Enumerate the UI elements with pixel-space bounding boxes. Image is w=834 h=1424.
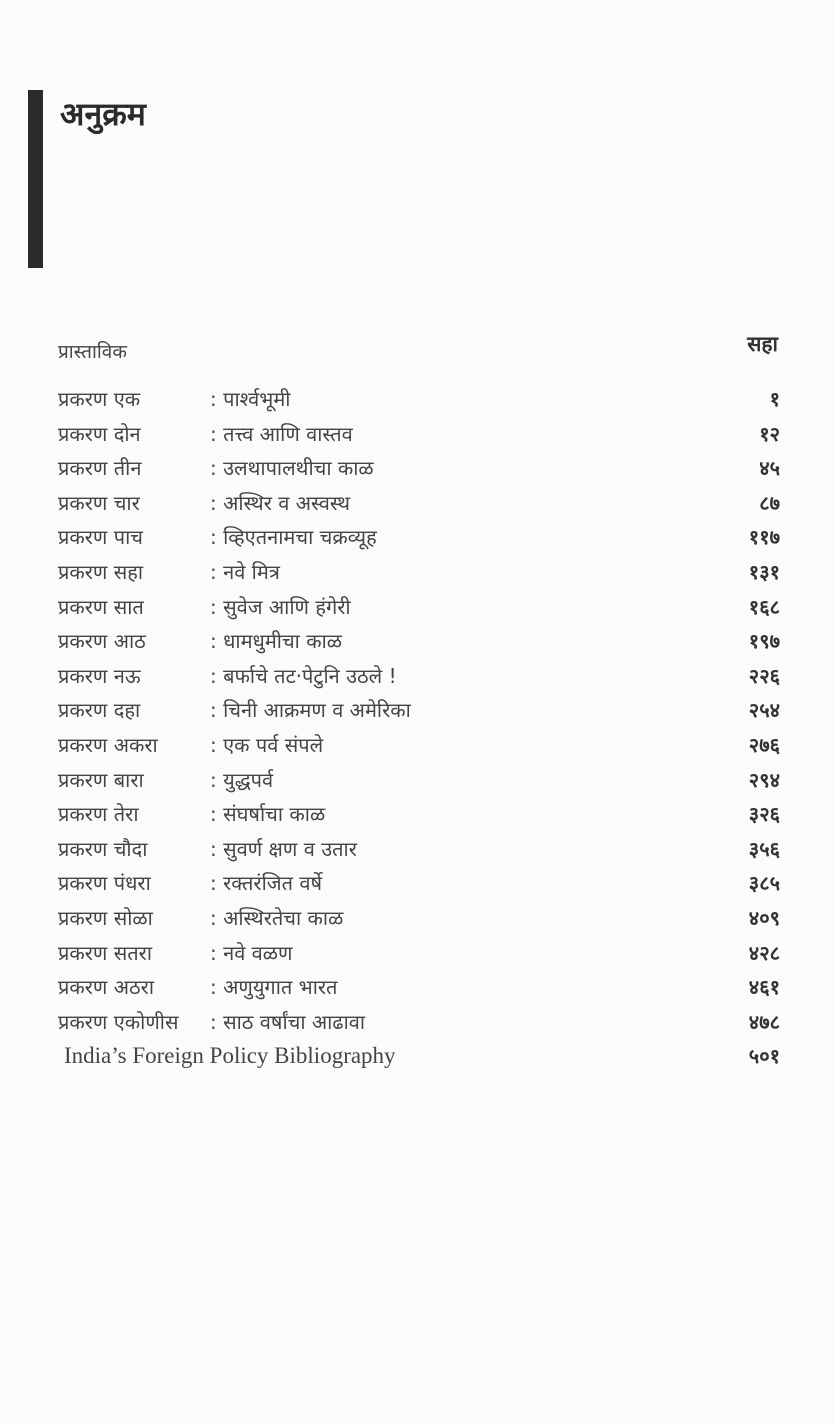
chapter-page: ४५ — [759, 456, 780, 481]
toc-row: प्रकरण पाच : व्हिएतनामचा चक्रव्यूह ११७ — [58, 520, 780, 555]
toc-intro-label: प्रास्ताविक — [58, 341, 127, 363]
page-title: अनुक्रम — [60, 95, 146, 133]
chapter-title: : बर्फाचे तट·पेटुनि उठले ! — [210, 663, 397, 688]
chapter-page: ४२८ — [748, 940, 780, 965]
toc-row: प्रकरण दहा : चिनी आक्रमण व अमेरिका २५४ — [58, 693, 780, 728]
toc-row-bibliography: India’s Foreign Policy Bibliography ५०१ — [58, 1039, 780, 1074]
toc-row: प्रकरण अकरा : एक पर्व संपले २७६ — [58, 728, 780, 763]
toc-row: प्रकरण पंधरा : रक्तरंजित वर्षे ३८५ — [58, 866, 780, 901]
chapter-label: प्रकरण सोळा — [58, 905, 153, 930]
chapter-title: : सुवेज आणि हंगेरी — [210, 594, 351, 619]
chapter-page: ३५६ — [748, 836, 780, 861]
chapter-page: ४७८ — [748, 1009, 780, 1034]
chapter-page: १२ — [759, 421, 780, 446]
chapter-title: : युद्धपर्व — [210, 767, 274, 792]
chapter-page: ४६१ — [748, 975, 780, 1000]
chapter-page: २५४ — [748, 698, 780, 723]
chapter-title: : धामधुमीचा काळ — [210, 629, 342, 654]
chapter-title: : अणुयुगात भारत — [210, 975, 338, 1000]
chapter-page: २७६ — [748, 732, 780, 757]
chapter-title: : नवे वळण — [210, 940, 293, 965]
toc-row: प्रकरण चौदा : सुवर्ण क्षण व उतार ३५६ — [58, 832, 780, 867]
chapter-label: प्रकरण अकरा — [58, 732, 158, 757]
chapter-title: : अस्थिरतेचा काळ — [210, 905, 344, 930]
chapter-title: : एक पर्व संपले — [210, 732, 324, 757]
chapter-label: प्रकरण पाच — [58, 525, 143, 550]
chapter-page: ३८५ — [748, 871, 780, 896]
chapter-page: १ — [769, 387, 780, 411]
chapter-page: ८७ — [759, 490, 780, 515]
toc-row: प्रकरण आठ : धामधुमीचा काळ १९७ — [58, 624, 780, 659]
chapter-label: प्रकरण चौदा — [58, 836, 148, 861]
toc-intro-page: सहा — [747, 332, 778, 356]
toc-row: प्रकरण दोन : तत्त्व आणि वास्तव १२ — [58, 417, 780, 452]
chapter-title: : उलथापालथीचा काळ — [210, 456, 374, 481]
chapter-page: १९७ — [748, 629, 780, 654]
chapter-label: प्रकरण सात — [58, 594, 144, 619]
toc-row: प्रकरण एकोणीस : साठ वर्षांचा आढावा ४७८ — [58, 1005, 780, 1040]
chapter-title: : संघर्षाचा काळ — [210, 802, 326, 827]
toc-list: प्रकरण एक : पार्श्वभूमी १ प्रकरण दोन : तत… — [58, 382, 780, 1074]
chapter-title: : रक्तरंजित वर्षे — [210, 871, 323, 896]
chapter-label: प्रकरण सहा — [58, 559, 144, 584]
chapter-title: : सुवर्ण क्षण व उतार — [210, 836, 357, 861]
chapter-title: : नवे मित्र — [210, 559, 280, 584]
chapter-page: ११७ — [748, 525, 780, 550]
chapter-label: प्रकरण दोन — [58, 421, 141, 446]
toc-row: प्रकरण बारा : युद्धपर्व २९४ — [58, 763, 780, 798]
chapter-label: प्रकरण अठरा — [58, 975, 154, 1000]
chapter-title: : अस्थिर व अस्वस्थ — [210, 490, 351, 515]
toc-row: प्रकरण सात : सुवेज आणि हंगेरी १६८ — [58, 590, 780, 625]
chapter-page: २९४ — [748, 767, 780, 792]
toc-row: प्रकरण सहा : नवे मित्र १३१ — [58, 555, 780, 590]
toc-row: प्रकरण सतरा : नवे वळण ४२८ — [58, 936, 780, 971]
chapter-title: : व्हिएतनामचा चक्रव्यूह — [210, 525, 377, 550]
toc-row: प्रकरण एक : पार्श्वभूमी १ — [58, 382, 780, 417]
toc-row: प्रकरण सोळा : अस्थिरतेचा काळ ४०९ — [58, 901, 780, 936]
chapter-label: प्रकरण एक — [58, 387, 141, 411]
toc-row: प्रकरण नऊ : बर्फाचे तट·पेटुनि उठले ! २२६ — [58, 659, 780, 694]
toc-row: प्रकरण तेरा : संघर्षाचा काळ ३२६ — [58, 797, 780, 832]
chapter-label: प्रकरण तेरा — [58, 802, 139, 827]
toc-row: प्रकरण अठरा : अणुयुगात भारत ४६१ — [58, 970, 780, 1005]
chapter-title: : पार्श्वभूमी — [210, 387, 291, 411]
chapter-label: प्रकरण सतरा — [58, 940, 153, 965]
chapter-title: : तत्त्व आणि वास्तव — [210, 421, 353, 446]
chapter-page: ४०९ — [748, 905, 780, 930]
chapter-label: प्रकरण बारा — [58, 767, 144, 792]
chapter-label: प्रकरण आठ — [58, 629, 146, 654]
chapter-title: : चिनी आक्रमण व अमेरिका — [210, 698, 411, 723]
toc-row: प्रकरण चार : अस्थिर व अस्वस्थ ८७ — [58, 486, 780, 521]
chapter-page: १६८ — [748, 594, 780, 619]
bibliography-label: India’s Foreign Policy Bibliography — [64, 1043, 396, 1069]
chapter-label: प्रकरण दहा — [58, 698, 141, 723]
chapter-label: प्रकरण तीन — [58, 456, 142, 481]
chapter-title: : साठ वर्षांचा आढावा — [210, 1009, 366, 1034]
heading-accent-bar — [28, 90, 43, 268]
chapter-page: २२६ — [748, 663, 780, 688]
chapter-page: १३१ — [748, 559, 780, 584]
chapter-page: ३२६ — [748, 802, 780, 827]
chapter-label: प्रकरण चार — [58, 490, 140, 515]
toc-row: प्रकरण तीन : उलथापालथीचा काळ ४५ — [58, 451, 780, 486]
bibliography-page: ५०१ — [748, 1044, 780, 1069]
chapter-label: प्रकरण एकोणीस — [58, 1009, 179, 1034]
chapter-label: प्रकरण पंधरा — [58, 871, 151, 896]
chapter-label: प्रकरण नऊ — [58, 663, 141, 688]
